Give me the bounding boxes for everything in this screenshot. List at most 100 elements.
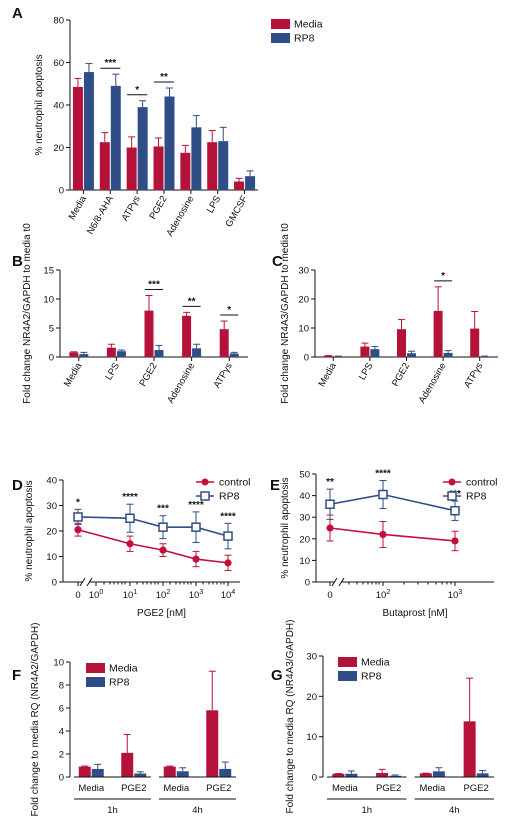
x-tick-label-C: LPS <box>357 361 376 382</box>
x-axis-label-D: PGE2 [nM] <box>137 608 186 619</box>
group-label-F: 4h <box>192 805 203 816</box>
legend-label-D: control <box>219 477 251 489</box>
legend-marker-E <box>448 478 456 486</box>
y-tick-label-A: 0 <box>59 186 64 197</box>
y-tick-label-D: 0 <box>52 578 57 589</box>
bar-rp8-F <box>219 768 232 777</box>
y-tick-label-E: 30 <box>299 513 310 524</box>
bar-rp8-C <box>333 356 343 357</box>
x-tick-label-A: LPS <box>205 194 224 215</box>
significance-stars-E: ** <box>326 477 334 488</box>
x-tick-label-B: LPS <box>103 361 122 382</box>
bar-rp8-G <box>432 771 445 777</box>
x-tick-label-D: 100 <box>89 589 104 601</box>
significance-stars-E: **** <box>375 468 391 479</box>
y-axis-label-B: Fold change NR4A2/GAPDH to media t0 <box>22 223 33 404</box>
bar-rp8-G <box>389 775 402 777</box>
bar-media-G <box>332 773 345 777</box>
bar-media-B <box>106 347 116 357</box>
data-point-control-E <box>326 524 334 532</box>
bar-media-A <box>72 86 83 190</box>
data-point-control-D <box>224 559 232 567</box>
y-tick-label-F: 2 <box>59 750 64 761</box>
bar-media-G <box>376 772 389 777</box>
bar-media-A <box>234 181 245 190</box>
x-tick-label-F: PGE2 <box>206 783 231 794</box>
legend-label-A: RP8 <box>294 33 315 45</box>
y-tick-label-B: 10 <box>43 295 54 306</box>
legend-label-G: RP8 <box>361 671 382 683</box>
bar-media-A <box>99 142 110 190</box>
significance-stars-D: **** <box>188 500 204 511</box>
y-tick-label-E: 0 <box>305 578 310 589</box>
y-tick-label-F: 6 <box>59 704 64 715</box>
axis-break-D <box>79 577 86 587</box>
y-tick-label-G: 0 <box>312 773 317 784</box>
y-tick-label-E: 50 <box>299 470 310 481</box>
legend-label-E: control <box>466 477 498 489</box>
bar-rp8-A <box>83 72 94 190</box>
x-tick-label-A: PGE2 <box>147 194 169 221</box>
x-tick-label-C: Media <box>316 360 339 389</box>
y-tick-label-G: 10 <box>306 732 317 743</box>
panel-label-F: F <box>12 667 21 684</box>
data-point-control-D <box>159 546 167 554</box>
data-point-rp8-E <box>450 505 460 516</box>
x-tick-label-G: PGE2 <box>376 783 401 794</box>
legend-swatch-A <box>271 19 290 29</box>
x-tick-label-F: Media <box>163 783 190 794</box>
data-point-rp8-D <box>73 512 83 522</box>
x-tick-label-F: PGE2 <box>121 783 146 794</box>
legend-marker-E <box>447 491 457 501</box>
y-tick-label-C: 0 <box>304 353 309 364</box>
bar-rp8-A <box>245 176 256 190</box>
x-tick-label-F: Media <box>78 783 105 794</box>
y-axis-label-G: Fold change to media RQ (NR4A3/GAPDH) <box>285 620 296 814</box>
data-point-rp8-D <box>125 513 135 523</box>
series-line-rp8-E <box>329 493 456 512</box>
bar-rp8-B <box>79 354 89 357</box>
y-tick-label-E: 20 <box>299 534 310 545</box>
bar-media-F <box>121 752 134 777</box>
significance-stars-B: ** <box>188 296 196 307</box>
significance-stars-D: **** <box>220 511 236 522</box>
bar-media-B <box>144 310 154 357</box>
bar-media-G <box>419 773 432 777</box>
bar-media-A <box>153 146 164 190</box>
legend-label-A: Media <box>294 19 323 31</box>
y-tick-label-C: 10 <box>298 324 309 335</box>
data-point-rp8-D <box>158 522 168 532</box>
bar-media-C <box>323 355 333 357</box>
y-axis-label-F: Fold change to media RQ (NR4A2/GAPDH) <box>30 623 41 817</box>
data-point-rp8-E <box>378 489 388 500</box>
x-tick-label-D: 102 <box>156 589 171 601</box>
axis-break-E <box>331 577 338 587</box>
bar-rp8-A <box>191 127 202 190</box>
y-tick-label-F: 4 <box>59 727 64 738</box>
bar-rp8-C <box>480 356 490 357</box>
significance-stars-A: *** <box>104 58 116 69</box>
legend-marker-D <box>201 478 209 486</box>
data-point-control-E <box>451 537 459 545</box>
legend-label-F: Media <box>109 663 138 675</box>
bar-media-C <box>433 310 443 357</box>
y-axis-label-A: % neutrophil apoptosis <box>34 54 45 155</box>
x-tick-label-D: 104 <box>221 589 236 601</box>
axis-break-D <box>86 577 93 587</box>
significance-stars-A: * <box>135 85 139 96</box>
y-tick-label-A: 60 <box>53 58 64 69</box>
bar-media-G <box>463 721 476 777</box>
x-tick-label-C: Adenosine <box>417 361 449 405</box>
legend-label-F: RP8 <box>109 677 130 689</box>
x-tick-label-G: Media <box>332 783 359 794</box>
x-tick-label-D: 0 <box>75 590 80 601</box>
legend-swatch-G <box>338 671 357 681</box>
x-tick-label-E: 102 <box>376 589 391 601</box>
data-point-control-D <box>192 555 200 563</box>
group-label-G: 4h <box>449 805 460 816</box>
bar-rp8-B <box>229 353 239 357</box>
y-tick-label-B: 0 <box>49 353 54 364</box>
bar-media-F <box>163 766 176 777</box>
significance-stars-D: **** <box>122 492 138 503</box>
x-tick-label-G: Media <box>419 783 446 794</box>
